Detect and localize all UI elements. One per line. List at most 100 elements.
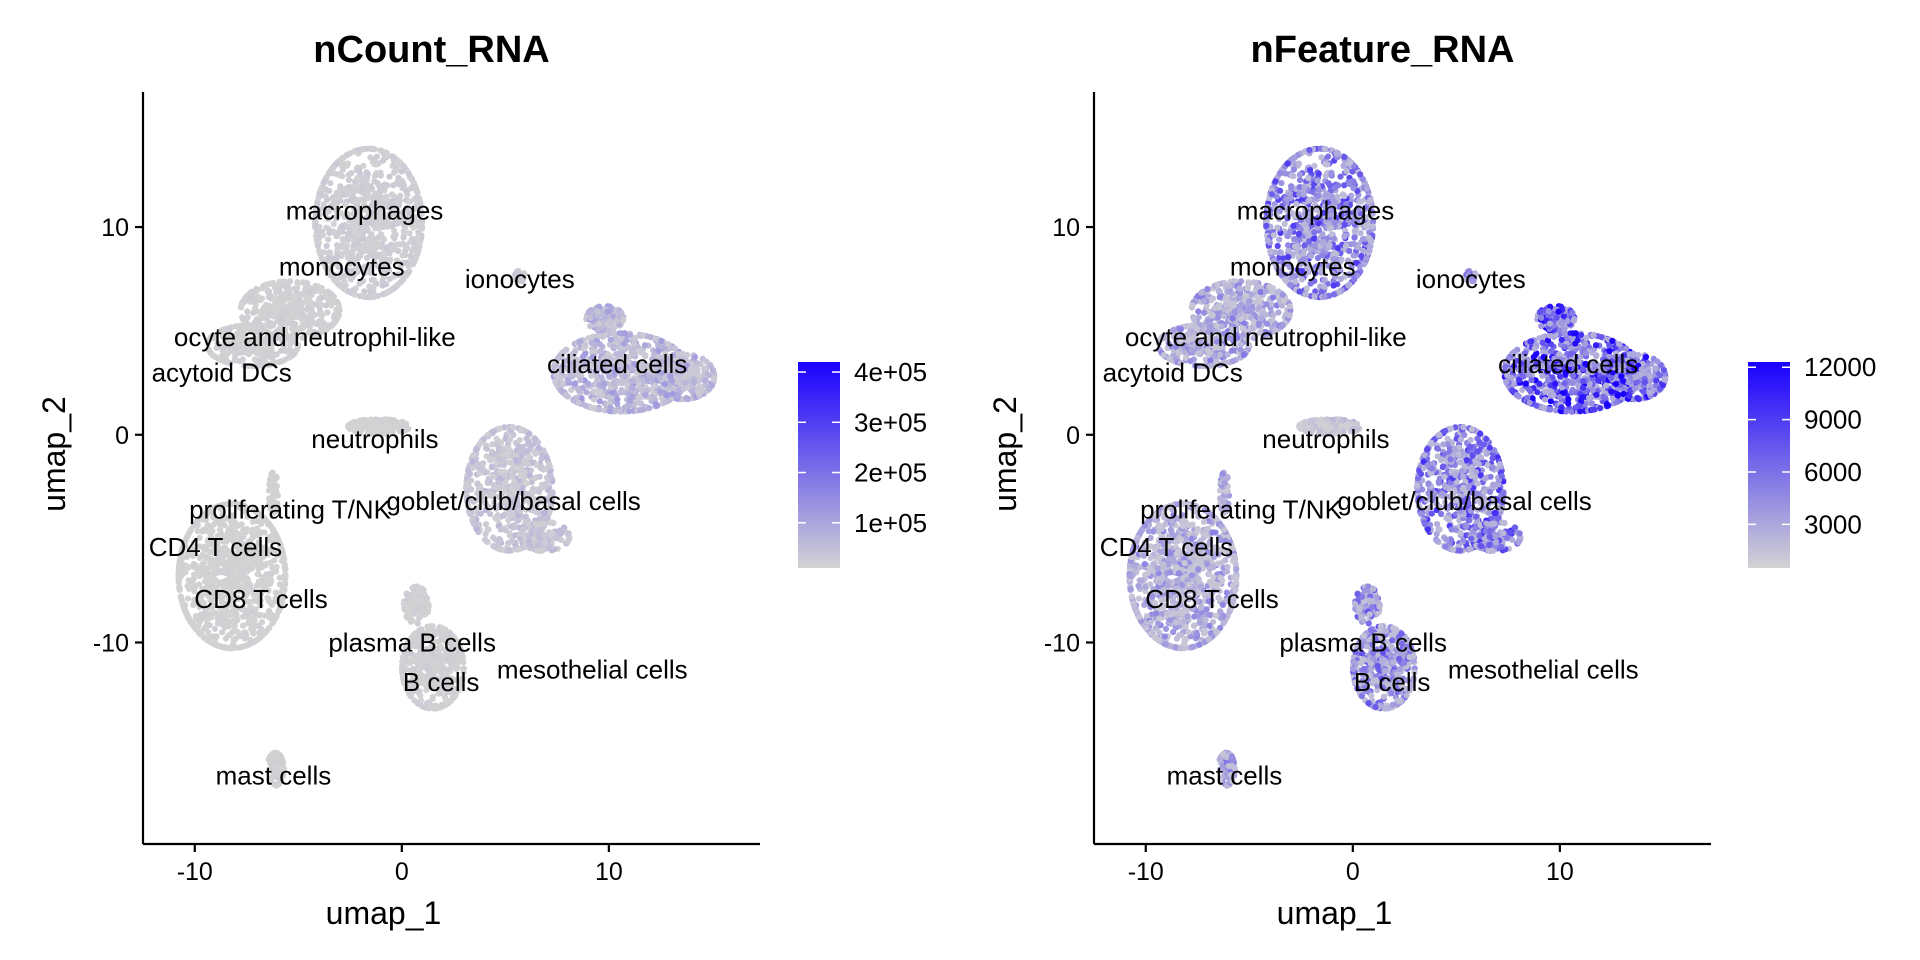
cell-point — [516, 465, 524, 472]
cell-point — [571, 380, 579, 387]
cell-point — [394, 214, 401, 221]
cell-point — [282, 566, 289, 573]
cell-point — [535, 444, 542, 451]
cell-point — [341, 278, 348, 285]
cell-point — [311, 329, 318, 336]
cell-point — [536, 473, 543, 480]
cell-point — [400, 234, 407, 241]
cell-point — [196, 619, 203, 626]
cell-point — [364, 186, 372, 193]
cell-point — [350, 242, 357, 249]
cell-point — [445, 698, 452, 705]
cell-point — [450, 659, 457, 667]
cell-point — [618, 380, 626, 387]
cell-point — [244, 308, 251, 315]
cell-point — [371, 192, 378, 199]
cell-point — [416, 660, 424, 667]
cell-point — [211, 625, 219, 633]
cell-point — [223, 577, 230, 584]
cell-point — [268, 470, 275, 477]
cell-point — [221, 644, 228, 651]
scatter-points — [175, 145, 718, 789]
cell-point — [352, 285, 359, 292]
cell-point — [270, 479, 277, 486]
cell-point — [326, 187, 333, 194]
cell-point — [342, 200, 349, 208]
cell-point — [335, 303, 342, 310]
cell-point — [244, 576, 251, 583]
cell-point — [271, 488, 278, 495]
cell-point — [293, 284, 300, 292]
cell-point — [558, 387, 565, 394]
cell-point — [367, 154, 374, 161]
cell-point — [473, 462, 480, 469]
cell-point — [483, 521, 490, 528]
cell-point — [345, 171, 352, 178]
cell-point — [588, 339, 595, 346]
cell-point — [316, 211, 323, 218]
cell-point — [547, 473, 554, 480]
cell-point — [485, 431, 492, 438]
cell-point — [253, 285, 260, 293]
cell-point — [621, 330, 628, 337]
cell-point — [415, 611, 422, 618]
cell-point — [317, 288, 324, 295]
cell-point — [585, 380, 592, 387]
cell-point — [637, 400, 645, 407]
cell-point — [421, 704, 428, 711]
cell-point — [525, 532, 532, 539]
cell-point — [483, 537, 490, 544]
cell-point — [362, 216, 369, 223]
cell-point — [377, 170, 384, 178]
cell-point — [269, 313, 277, 320]
cell-point — [552, 378, 559, 385]
cell-point — [538, 455, 545, 462]
cell-point — [230, 618, 237, 625]
cell-point — [316, 248, 323, 256]
cell-point — [325, 268, 332, 275]
cell-point — [266, 575, 273, 582]
cell-point — [320, 204, 327, 211]
cell-point — [535, 542, 542, 549]
cell-point — [345, 184, 352, 191]
cell-point — [345, 191, 352, 198]
cell-point — [377, 211, 384, 219]
cell-point — [312, 218, 319, 225]
cell-point — [369, 277, 376, 284]
cell-point — [390, 192, 397, 200]
cell-point — [430, 657, 437, 664]
cell-point — [380, 256, 387, 263]
cell-point — [187, 577, 194, 584]
cell-point — [386, 211, 393, 218]
cell-point — [333, 258, 340, 265]
cell-point — [628, 394, 635, 401]
cell-point — [360, 162, 367, 169]
cell-point — [326, 249, 334, 257]
cell-point — [356, 210, 363, 217]
cell-point — [362, 263, 370, 270]
cell-point — [354, 175, 361, 182]
cell-point — [473, 446, 480, 453]
cell-point — [369, 283, 377, 290]
cell-point — [278, 315, 285, 322]
cell-point — [352, 226, 359, 233]
cell-point — [175, 572, 182, 579]
cell-point — [237, 572, 244, 579]
cell-point — [334, 242, 341, 249]
cell-point — [504, 450, 511, 458]
cell-point — [353, 269, 360, 276]
cell-point — [364, 192, 371, 199]
cell-point — [604, 308, 611, 315]
cell-point — [618, 309, 625, 317]
cell-point — [328, 202, 335, 209]
panel-1: nCount_RNA-10 0 10-10010umap_1umap_2macrop… — [36, 29, 927, 931]
cell-point — [340, 243, 347, 250]
cell-point — [409, 247, 416, 254]
cell-point — [337, 185, 344, 192]
cell-point — [411, 204, 418, 211]
cell-point — [216, 617, 223, 624]
cell-point — [349, 256, 356, 263]
cell-point — [695, 389, 702, 396]
cell-point — [392, 167, 399, 175]
cell-point — [595, 320, 603, 327]
